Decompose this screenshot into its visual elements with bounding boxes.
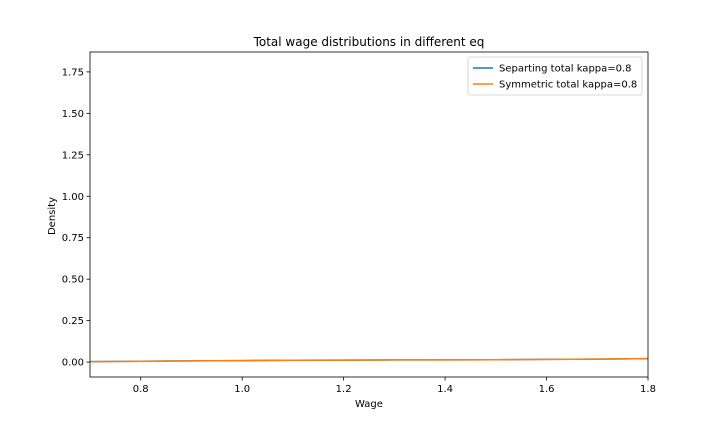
series-line-2 — [90, 357, 648, 363]
legend-box — [467, 56, 643, 96]
x-tick-label: 1.4 — [437, 384, 453, 395]
y-tick-label: 1.50 — [62, 109, 84, 120]
y-tick-label: 1.75 — [62, 67, 84, 78]
x-axis-label: Wage — [355, 399, 383, 410]
chart-title: Total wage distributions in different eq — [253, 35, 485, 49]
y-axis-label: Density — [47, 197, 58, 235]
legend: Separting total kappa=0.8 Symmetric total… — [467, 56, 643, 96]
legend-label: Symmetric total kappa=0.8 — [499, 80, 637, 91]
x-tick-label: 1.6 — [539, 384, 555, 395]
y-tick-label: 0.75 — [62, 233, 84, 244]
x-tick-label: 1.8 — [640, 384, 656, 395]
legend-label: Separting total kappa=0.8 — [499, 64, 632, 75]
y-tick-label: 0.50 — [62, 275, 84, 286]
y-tick-label: 1.25 — [62, 150, 84, 161]
y-tick-label: 1.00 — [62, 192, 84, 203]
axes-frame — [89, 51, 649, 378]
plot-area: 0.8 1.0 1.2 1.4 1.6 1.8 0.00 0.25 0.50 0.75 1.00 1.… — [62, 51, 656, 395]
x-tick-label: 1.0 — [234, 384, 250, 395]
x-tick-label: 0.8 — [133, 384, 149, 395]
y-tick-label: 0.00 — [62, 358, 84, 369]
y-tick-label: 0.25 — [62, 316, 84, 327]
x-tick-label: 1.2 — [336, 384, 352, 395]
